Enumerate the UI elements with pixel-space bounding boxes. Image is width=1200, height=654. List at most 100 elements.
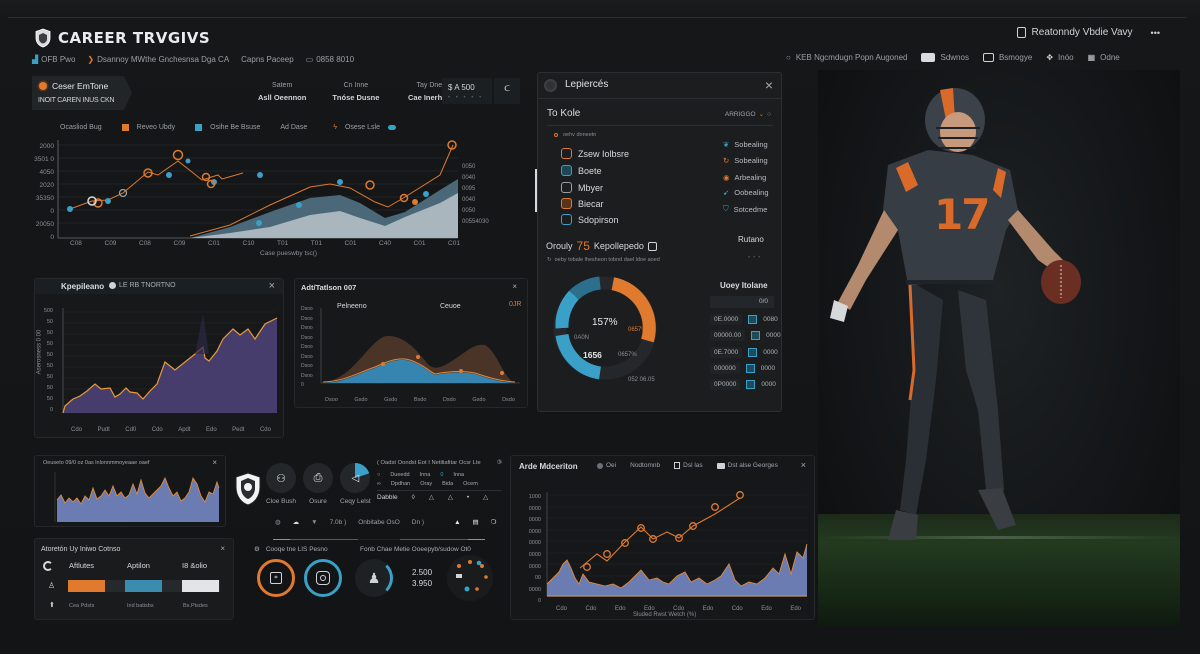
status-item-4[interactable]: ➹ Oobealing (723, 188, 769, 197)
cloud-icon[interactable]: ☁ (292, 519, 300, 526)
scroll-indicator[interactable] (535, 169, 537, 212)
pagination-dots[interactable]: ••• (748, 255, 764, 261)
profile-button[interactable]: ♟ (355, 559, 393, 597)
brand: CAREER TRVGIVS (34, 28, 210, 48)
donut-left-label: 0A0N (574, 335, 590, 341)
nav-item-language[interactable]: ○ KEB Ngcmdugn Popn Augoned (786, 53, 908, 62)
status-item-5[interactable]: ⛉ Sotcedme (723, 204, 768, 214)
progress-y-axis: 500 50 50 50 50 50 50 50 50 0 (43, 308, 53, 413)
table-row[interactable]: 000000 0000 (710, 363, 775, 374)
donut-subtitle: ↻ oeby tobale lhesheon tobnd dael ldoe ao… (547, 257, 660, 263)
nav-item-info[interactable]: ✥ Inóo (1046, 53, 1074, 62)
chevron-down-icon: ⌄ (758, 111, 765, 118)
close-progress-panel[interactable]: × (268, 280, 275, 292)
wifi-icon[interactable]: ▼ (311, 518, 318, 526)
item-icon-gray (561, 182, 572, 193)
subnav-item-1[interactable]: ▟ OFB Pwo (32, 55, 76, 64)
dialog-title: Lepiercés (565, 79, 609, 90)
row-check-icon (748, 348, 758, 357)
table-row[interactable]: 0E.7000 0000 (710, 347, 778, 358)
nav-item-settings[interactable]: Sdwnos (921, 53, 969, 62)
folder-icon[interactable]: ▤ (472, 519, 479, 526)
bottom-center-title-left: ⚙ Cooqe tne LIS Pesno (254, 545, 328, 554)
info-title: ( Oadst Oondst Eot I Netiliafitar Ocsr L… (377, 460, 481, 466)
status-item-3[interactable]: ◉ Arbealing (723, 173, 767, 182)
team-button[interactable]: ⚇ Cloe Bush (266, 463, 296, 505)
lightning-icon: ϟ (333, 124, 337, 131)
export-button[interactable]: ᒼ (494, 78, 520, 104)
list-item-5[interactable]: Sdopirson (561, 214, 619, 225)
stat-cninne: Cn Inne Tnóse Dusne (332, 82, 380, 102)
section-action[interactable]: ARRIGGO ⌄ ○ (724, 110, 771, 119)
list-item-2[interactable]: Boete (561, 165, 602, 176)
tab-nodtomnb[interactable]: Nodtomnb (630, 462, 661, 469)
section-title: To Kole (547, 108, 581, 119)
device-button[interactable]: ⎙ Osure (303, 463, 333, 505)
target-icon: ◉ (723, 173, 730, 182)
drop-icon[interactable]: △ (447, 494, 453, 501)
list-item-1[interactable]: Zsew Iolbsre (561, 148, 629, 159)
progress-panel: Kpepileano LE RB TNORTNO × Aserosness 0 … (34, 278, 284, 438)
list-item-3[interactable]: Mbyer (561, 182, 603, 193)
drop-icon[interactable]: △ (428, 494, 434, 501)
list-item-4[interactable]: Biecar (561, 198, 604, 209)
attention-panel-title: Atoretón Uy Iniwo Cotnso (41, 546, 121, 553)
status-item-2[interactable]: ↻ Sobealing (723, 156, 768, 165)
main-chart-y-axis-right: 0050 0040 0095 0040 0050 00554030 (462, 164, 489, 225)
donut-orange-label: 0657% (628, 327, 647, 333)
attention-sub-3: Bs.Ptsdes (183, 603, 208, 609)
tab-georges[interactable]: Dst alse Georges (716, 462, 778, 469)
camera-icon (316, 571, 330, 585)
nav-item-display[interactable]: Bsmogye (982, 53, 1032, 62)
shield-small-icon: ⛉ (723, 204, 729, 213)
tab-oei[interactable]: Oei (597, 462, 616, 469)
app-title: CAREER TRVGIVS (58, 29, 211, 47)
upload-icon: ⬆ (49, 602, 55, 609)
more-menu-button[interactable]: ••• (1150, 27, 1160, 38)
subnav-item-2[interactable]: ❯ Dsannoy MWthe Gnchesnsa Dga CA (87, 55, 230, 64)
scan-button[interactable]: ⌗ (257, 559, 295, 597)
status-item-1[interactable]: ❦ Sobealing (723, 140, 768, 149)
bottom-values: 2.500 3.950 (412, 568, 433, 588)
moderation-tabs: Oei Nodtomnb Dsl las Dst alse Georges (597, 462, 778, 469)
close-attention-panel[interactable]: × (220, 544, 225, 553)
table-row[interactable]: 0E.0000 0080 (710, 314, 778, 325)
close-distribution-panel[interactable]: × (512, 282, 517, 291)
legend-item-3: Osihe Be Bsuse (210, 124, 261, 131)
subnav-item-4[interactable]: ▭ 0858 8010 (305, 55, 355, 64)
close-volume-panel[interactable]: × (212, 458, 217, 467)
settings-icon: ○ (767, 110, 771, 118)
camera-button[interactable] (304, 559, 342, 597)
volume-panel-title: Oeuseto 09/0 oz 0as lnlonnmmoyeaae oaef (43, 460, 150, 466)
subnav-item-3[interactable]: Capns Paceep (241, 55, 294, 64)
card-icon (716, 462, 725, 469)
globe-icon: ○ (786, 53, 791, 62)
nav-item-other[interactable]: ▦ Odne (1087, 53, 1120, 62)
tab-dsl-las[interactable]: Dsl las (674, 462, 703, 469)
chat-icon[interactable]: ❍ (490, 519, 497, 526)
close-dialog-button[interactable]: × (764, 77, 773, 93)
table-row[interactable]: 00000.00 0000 (710, 330, 781, 341)
team-icon: ⚇ (266, 463, 296, 493)
flame-icon: ❯ (87, 55, 95, 64)
puzzle-icon: ✥ (1046, 53, 1054, 62)
attention-bar-light (182, 580, 219, 592)
drop-icon[interactable]: △ (483, 494, 489, 501)
pie-button[interactable]: ◁ Ceqy Lelst (340, 463, 371, 505)
settings-gear-icon[interactable]: ⚙ (254, 546, 260, 553)
globe-icon[interactable]: ◍ (275, 519, 281, 526)
warning-icon[interactable]: ▲ (454, 518, 461, 526)
distribution-x-axis: Dsoo Gsdo Gsdo Bsdo Dsdo Gsdo Dsdo (325, 397, 515, 403)
distribution-tag: 0JR (509, 301, 522, 308)
refresh-ring-icon[interactable] (43, 561, 53, 571)
close-moderation-panel[interactable]: × (800, 460, 806, 470)
row-check-icon (748, 315, 758, 324)
distribution-label-left: Pelneeno (337, 303, 367, 310)
stat-taydne: Tay Dne Cae Inerh (408, 82, 443, 102)
table-title: Uoey Itolane (720, 281, 768, 290)
legend-item-2: Reveo Ubdy (136, 124, 176, 131)
drop-icon[interactable]: ◊ (411, 493, 415, 501)
expand-icon[interactable] (647, 241, 657, 251)
table-row[interactable]: 0P0000 0000 (710, 379, 776, 390)
moderation-panel: Arde Mdceriton Oei Nodtomnb Dsl las Dst … (510, 455, 815, 620)
